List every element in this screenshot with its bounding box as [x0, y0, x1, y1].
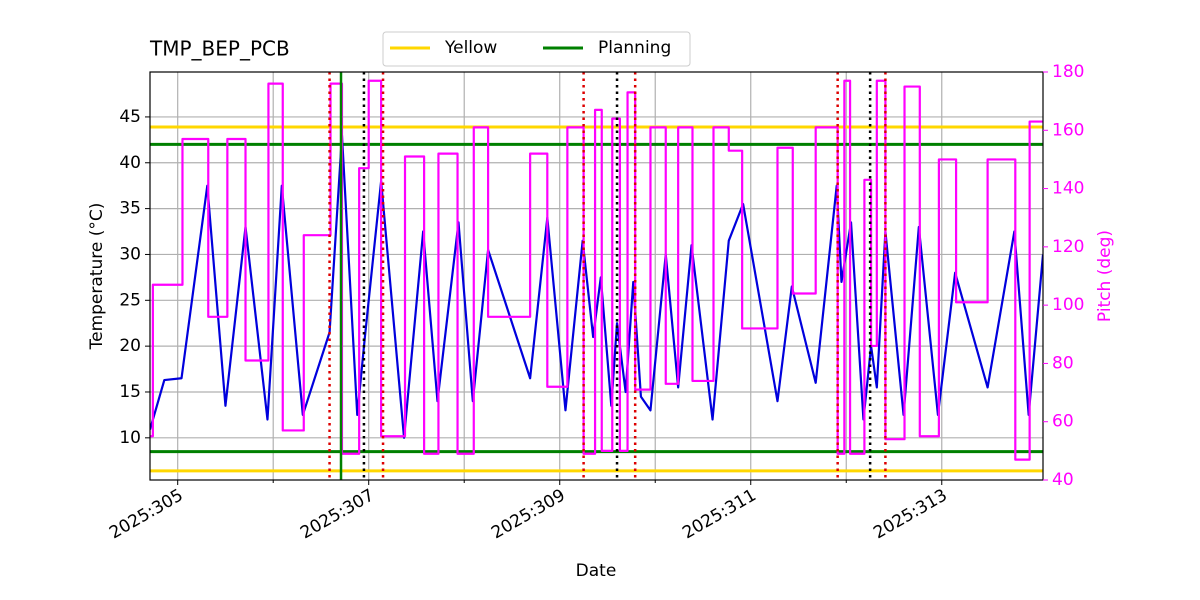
plot-area	[150, 72, 1043, 480]
y2-tick-label: 140	[1052, 179, 1084, 199]
x-tick-label: 2025:307	[297, 485, 378, 543]
y2-axis-label: Pitch (deg)	[1095, 230, 1115, 322]
axes-frame	[149, 71, 1044, 481]
legend-label: Planning	[598, 38, 671, 58]
grid	[150, 72, 1043, 480]
y2-tick-label: 80	[1052, 353, 1074, 373]
y2-tick-label: 160	[1052, 120, 1084, 140]
legend-box	[382, 31, 691, 67]
legend: Yellow Planning	[382, 31, 691, 67]
y2-tick-label: 40	[1052, 470, 1074, 490]
legend-label: Yellow	[444, 38, 497, 58]
x-tick-label: 2025:311	[679, 485, 760, 543]
y-tick-label: 40	[119, 153, 141, 173]
y-tick-label: 35	[119, 199, 141, 219]
data-line	[150, 79, 1043, 461]
chart-title: TMP_BEP_PCB	[149, 37, 290, 61]
y2-tick-label: 100	[1052, 295, 1084, 315]
x-tick-label: 2025:309	[488, 485, 569, 543]
y-tick-label: 45	[119, 107, 141, 127]
y-tick-label: 10	[119, 428, 141, 448]
y2-tick-label: 180	[1052, 62, 1084, 82]
y-tick-label: 15	[119, 382, 141, 402]
y2-tick-label: 120	[1052, 237, 1084, 257]
y-tick-label: 25	[119, 290, 141, 310]
y2-tick-label: 60	[1052, 412, 1074, 432]
y-tick-label: 30	[119, 244, 141, 264]
data-line	[150, 134, 1043, 439]
x-axis-label: Date	[576, 561, 617, 581]
x-tick-label: 2025:305	[106, 485, 187, 543]
y-axis-label: Temperature (°C)	[87, 203, 107, 351]
x-tick-label: 2025:313	[870, 485, 951, 543]
y-tick-label: 20	[119, 336, 141, 356]
